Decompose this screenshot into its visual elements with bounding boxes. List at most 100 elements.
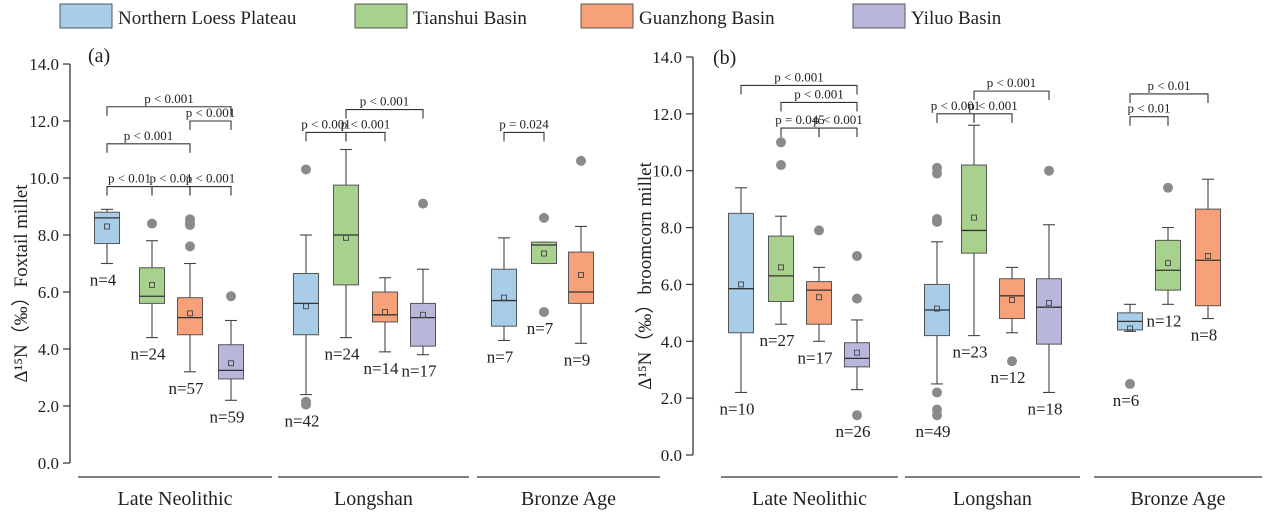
significance-label: p < 0.001 [124, 128, 174, 143]
box-group: n=12 [1146, 182, 1182, 330]
y-tick-label: 2.0 [661, 389, 682, 408]
box-iqr [728, 212, 754, 334]
box-group: n=24 [130, 218, 166, 364]
significance-label: p < 0.001 [813, 112, 863, 127]
box-iqr [410, 302, 436, 347]
outlier-point [1044, 165, 1054, 176]
outlier-point [1007, 356, 1017, 367]
outlier-point [185, 241, 195, 252]
mean-marker [854, 349, 860, 356]
box-group: n=9 [564, 155, 594, 369]
y-tick-label: 12.0 [652, 105, 682, 124]
outlier-point [932, 216, 942, 227]
significance-bracket [973, 113, 1013, 123]
significance-label: p < 0.01 [1127, 101, 1170, 116]
sample-size-label: n=6 [1113, 391, 1140, 410]
significance-bracket [345, 131, 386, 142]
significance-bracket [1129, 93, 1209, 103]
period-label: Longshan [334, 488, 413, 510]
box-iqr [806, 281, 832, 325]
sample-size-label: n=9 [564, 350, 591, 369]
y-tick-label: 6.0 [661, 275, 682, 294]
significance-bracket [151, 186, 191, 196]
y-axis-label: Δ¹⁵N（‰）Foxtail millet [10, 184, 32, 383]
significance-bracket [106, 143, 191, 153]
significance-bracket [780, 101, 858, 112]
outlier-point [301, 164, 311, 175]
mean-marker [1127, 325, 1133, 332]
box-iqr [1036, 278, 1062, 345]
box-iqr [139, 267, 165, 304]
significance-label: p < 0.001 [774, 69, 824, 84]
mean-marker [104, 223, 110, 230]
sample-size-label: n=17 [401, 362, 437, 381]
box-group: n=49 [915, 162, 951, 441]
panel-b-broomcorn-millet: 0.0 2.0 4.0 6.0 8.0 10.0 12.0 14.0 Δ¹⁵N（‰）broomc… [634, 47, 1262, 510]
y-tick-label: 6.0 [38, 283, 59, 302]
mean-marker [934, 305, 940, 312]
legend-swatch [580, 3, 634, 29]
significance-label: p < 0.001 [301, 116, 351, 131]
significance-label: p < 0.001 [794, 86, 844, 101]
mean-marker [501, 294, 507, 301]
box-iqr [961, 164, 987, 254]
box-group: n=8 [1191, 178, 1221, 345]
legend: Northern Loess Plateau Tianshui Basin Guan… [59, 3, 1002, 29]
mean-marker [738, 281, 744, 288]
outlier-point [852, 410, 862, 421]
significance-label: p < 0.01 [1147, 78, 1190, 93]
box-iqr [999, 278, 1025, 320]
significance-bracket [780, 127, 820, 138]
significance-label: p < 0.001 [987, 75, 1037, 90]
sample-size-label: n=42 [284, 412, 319, 431]
mean-marker [187, 310, 193, 317]
outlier-point [814, 225, 824, 236]
box-group: n=6 [1113, 303, 1143, 410]
sample-size-label: n=17 [797, 348, 833, 367]
box-iqr [218, 344, 244, 380]
legend-label: Guanzhong Basin [639, 8, 775, 29]
significance-bracket [345, 109, 424, 119]
sample-size-label: n=24 [324, 345, 360, 364]
mean-marker [303, 303, 309, 310]
box-iqr [491, 268, 517, 327]
box-iqr [568, 251, 594, 304]
outlier-point [576, 155, 586, 166]
significance-bracket [503, 131, 545, 142]
box-iqr [94, 211, 120, 245]
y-tick-label: 8.0 [661, 219, 682, 238]
significance-bracket [973, 90, 1050, 101]
sample-size-label: n=27 [759, 331, 795, 350]
significance-bracket [1129, 116, 1169, 126]
outlier-point [852, 251, 862, 261]
y-tick-label: 10.0 [652, 162, 682, 181]
significance-label: p = 0.024 [499, 116, 549, 131]
sample-size-label: n=12 [1146, 311, 1181, 330]
box-group: n=12 [990, 266, 1026, 387]
mean-marker [228, 360, 234, 367]
sample-size-label: n=59 [209, 407, 244, 426]
box-group: n=17 [797, 225, 833, 367]
box-group: n=27 [759, 137, 795, 350]
outlier-point [1125, 378, 1135, 389]
box-group: n=59 [209, 291, 245, 426]
box-iqr [531, 241, 557, 264]
panel-a-foxtail-millet: 0.0 2.0 4.0 6.0 8.0 10.0 12.0 14.0 Δ¹⁵N（‰）Foxtai… [10, 45, 660, 510]
significance-bracket [106, 186, 153, 196]
sample-size-label: n=10 [719, 399, 754, 418]
outlier-point [932, 410, 942, 421]
period-label: Late Neolithic [118, 488, 233, 510]
y-tick-label: 2.0 [38, 397, 59, 416]
mean-marker [578, 271, 584, 278]
legend-label: Yiluo Basin [911, 8, 1002, 29]
mean-marker [420, 311, 426, 318]
significance-label: p = 0.045 [775, 112, 825, 127]
box-iqr [768, 235, 794, 302]
outlier-point [226, 291, 236, 302]
outlier-point [539, 212, 549, 223]
sample-size-label: n=12 [990, 368, 1025, 387]
significance-bracket [818, 127, 858, 138]
significance-bracket [740, 84, 858, 95]
mean-marker [971, 214, 977, 221]
